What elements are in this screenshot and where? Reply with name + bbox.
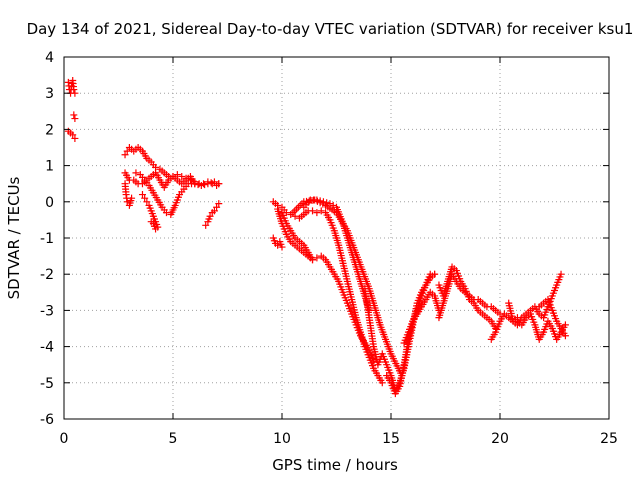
data-point	[70, 86, 78, 94]
chart-title: Day 134 of 2021, Sidereal Day-to-day VTE…	[27, 20, 634, 38]
data-point	[309, 256, 317, 264]
data-point	[557, 270, 565, 278]
data-point	[132, 169, 140, 177]
y-tick-label: -6	[40, 412, 54, 428]
data-point	[291, 207, 299, 215]
data-point	[561, 332, 569, 340]
data-point	[71, 134, 79, 142]
y-tick-label: 4	[45, 50, 54, 66]
data-point	[128, 194, 136, 202]
data-point	[213, 203, 221, 211]
data-point	[215, 180, 223, 188]
y-tick-label: 3	[45, 86, 54, 102]
data-point	[201, 181, 209, 189]
x-tick-label: 0	[60, 431, 69, 447]
data-point	[178, 172, 186, 180]
data-point	[431, 270, 439, 278]
data-point	[197, 182, 205, 190]
y-tick-label: -2	[40, 267, 54, 283]
x-tick-label: 10	[273, 431, 291, 447]
data-point	[215, 200, 223, 208]
data-point	[561, 321, 569, 329]
data-point	[70, 111, 78, 119]
data-point	[69, 131, 77, 139]
data-points	[64, 77, 569, 398]
data-point	[323, 199, 331, 207]
data-point	[143, 198, 151, 206]
data-point	[313, 209, 321, 217]
data-point	[313, 254, 321, 262]
data-point	[202, 221, 210, 229]
data-point	[313, 196, 321, 204]
x-tick-label: 15	[382, 431, 400, 447]
data-point	[123, 147, 131, 155]
x-tick-label: 5	[169, 431, 178, 447]
x-axis-title: GPS time / hours	[272, 456, 398, 474]
data-point	[138, 191, 146, 199]
data-point	[152, 225, 160, 233]
data-point	[319, 198, 327, 206]
data-point	[210, 178, 218, 186]
data-point	[317, 207, 325, 215]
data-point	[206, 212, 214, 220]
data-point	[370, 357, 378, 365]
data-point	[274, 241, 282, 249]
y-tick-label: -4	[40, 340, 54, 356]
data-point	[121, 151, 129, 159]
data-point	[378, 379, 386, 387]
data-point	[194, 181, 202, 189]
data-point	[309, 207, 317, 215]
data-point	[207, 179, 215, 187]
data-point	[191, 180, 199, 188]
y-axis-title: SDTVAR / TECUs	[5, 176, 23, 299]
data-point	[210, 207, 218, 215]
y-tick-label: -1	[40, 231, 54, 247]
y-tick-label: 0	[45, 195, 54, 211]
y-tick-label: -5	[40, 376, 54, 392]
y-tick-label: 1	[45, 159, 54, 175]
data-point	[296, 201, 304, 209]
data-point	[71, 115, 79, 123]
data-point	[71, 89, 79, 97]
x-tick-label: 25	[600, 431, 618, 447]
data-point	[141, 194, 149, 202]
data-point	[293, 205, 301, 213]
data-point	[278, 243, 286, 251]
data-point	[316, 197, 324, 205]
data-point	[204, 180, 212, 188]
y-tick-label: -3	[40, 303, 54, 319]
y-tick-label: 2	[45, 122, 54, 138]
x-tick-label: 20	[491, 431, 509, 447]
